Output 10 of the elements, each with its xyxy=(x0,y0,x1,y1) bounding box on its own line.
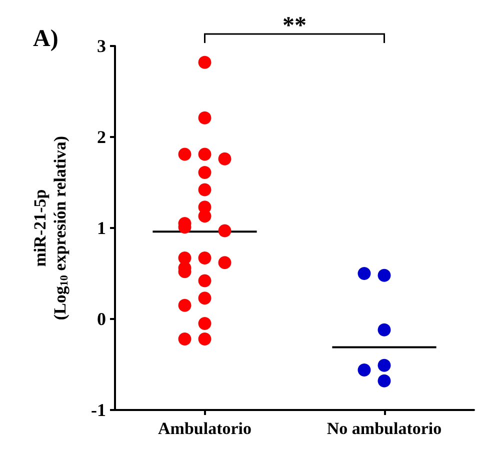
text: ** xyxy=(282,13,306,39)
x-tick-label: Ambulatorio xyxy=(158,419,252,438)
chart-title: A) xyxy=(33,26,58,52)
y-axis-title: miR-21-5p (Log10 expresión relativa) xyxy=(30,136,70,320)
y-tick-label: 2 xyxy=(97,127,106,147)
y-tick-label: 3 xyxy=(97,36,106,56)
x-tick-label: No ambulatorio xyxy=(326,419,442,438)
y-tick-label: -1 xyxy=(91,400,106,420)
y-tick-label: 0 xyxy=(97,309,106,329)
y-tick-label: 1 xyxy=(97,218,106,238)
